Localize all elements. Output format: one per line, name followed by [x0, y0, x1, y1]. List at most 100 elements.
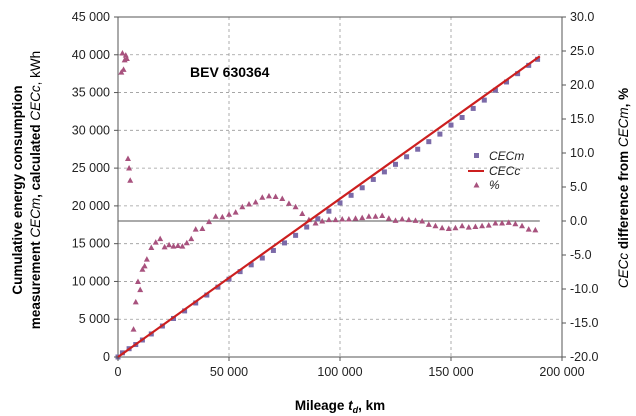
percent-point	[392, 217, 399, 223]
percent-point	[124, 155, 131, 161]
cecm-point	[237, 269, 243, 275]
percent-point	[412, 217, 419, 223]
right-tick-label: 5.0	[570, 180, 587, 194]
left-tick-label: 15 000	[72, 237, 110, 251]
left-tick-label: 40 000	[72, 48, 110, 62]
cecm-point	[282, 240, 287, 246]
percent-point	[352, 215, 359, 221]
percent-point	[339, 215, 346, 222]
cecm-point	[448, 122, 454, 128]
cecm-point	[304, 224, 310, 230]
percent-point	[405, 216, 412, 223]
percent-point	[439, 224, 446, 231]
legend-swatch-percent	[473, 182, 480, 188]
cecm-point	[359, 185, 365, 191]
percent-point	[525, 226, 532, 232]
percent-point	[452, 224, 459, 231]
percent-point	[157, 235, 164, 242]
percent-point	[279, 195, 286, 202]
percent-point	[148, 244, 155, 251]
percent-point	[170, 243, 177, 249]
right-tick-label: -10.0	[570, 282, 599, 296]
percent-point	[166, 241, 173, 248]
percent-point	[372, 213, 379, 219]
cecm-point	[193, 300, 199, 306]
cecm-point	[182, 308, 188, 314]
percent-point	[141, 262, 148, 269]
percent-point	[325, 216, 332, 223]
percent-point	[285, 200, 292, 206]
percent-point	[532, 226, 539, 233]
percent-point	[379, 212, 386, 219]
legend: CECm CECc %	[468, 149, 524, 192]
percent-point	[139, 266, 146, 272]
left-tick-label: 0	[103, 350, 110, 364]
percent-point	[472, 223, 479, 229]
cecm-point	[259, 255, 265, 261]
cecm-point	[481, 97, 487, 103]
percent-point	[292, 203, 299, 210]
percent-point	[127, 177, 134, 183]
percent-point	[272, 193, 279, 200]
percent-point	[265, 192, 272, 199]
percent-point	[419, 218, 426, 224]
right-axis-tick-labels: -20.0 -15.0 -10.0 -5.0 0.0 5.0 10.0 15.0 20.0 25.…	[562, 10, 599, 364]
percent-point	[445, 225, 452, 231]
percent-point	[174, 242, 181, 248]
cecm-point	[270, 247, 276, 253]
cecm-point	[492, 87, 498, 93]
right-tick-label: 0.0	[570, 214, 587, 228]
percent-point	[232, 209, 239, 215]
left-axis-tick-labels: 0 5 000 10 000 15 000 20 000 25 000 30 000 35 0…	[72, 10, 118, 364]
percent-point	[385, 215, 392, 221]
percent-point	[252, 198, 259, 205]
percent-point	[206, 218, 213, 225]
percent-point	[465, 224, 472, 230]
x-tick-label: 150 000	[428, 365, 473, 379]
percent-point	[183, 239, 190, 246]
percent-point	[130, 326, 137, 332]
legend-swatch-cecm	[474, 153, 479, 158]
percent-point	[399, 215, 406, 222]
cecc-line	[117, 55, 541, 358]
percent-point	[226, 211, 232, 217]
percent-point	[179, 243, 186, 249]
cecm-point	[204, 292, 210, 298]
right-tick-label: -20.0	[570, 350, 599, 364]
percent-point	[134, 278, 141, 285]
cecm-point	[415, 146, 421, 152]
legend-label-percent: %	[489, 178, 500, 192]
legend-label-cecm: CECm	[489, 149, 524, 163]
percent-point	[119, 50, 126, 56]
percent-point	[137, 286, 144, 293]
percent-point	[192, 226, 199, 232]
cecm-point	[437, 131, 443, 137]
right-tick-label: 10.0	[570, 146, 594, 160]
cecm-point	[504, 79, 509, 85]
percent-point	[120, 66, 127, 72]
percent-point	[126, 164, 133, 171]
percent-point	[432, 222, 439, 229]
series-layer	[115, 50, 541, 360]
right-axis-title: CECc difference from CECm, %	[616, 88, 631, 288]
cecm-point	[470, 105, 476, 111]
percent-point	[319, 218, 326, 224]
legend-label-cecc: CECc	[489, 164, 520, 178]
percent-point	[259, 194, 266, 200]
x-tick-label: 0	[115, 365, 122, 379]
cecm-point	[404, 154, 410, 160]
x-axis-title: Mileage td, km	[295, 398, 385, 415]
cecm-point	[315, 216, 321, 222]
left-axis-title-line1: Cumulative energy consumption	[10, 85, 25, 294]
cecm-point	[535, 56, 541, 62]
x-axis-tick-labels: 0 50 000 100 000 150 000 200 000	[115, 357, 585, 379]
percent-point	[123, 55, 130, 61]
cecm-point	[293, 232, 299, 238]
percent-point	[519, 222, 526, 229]
left-axis-title: Cumulative energy consumption measuremen…	[10, 51, 43, 329]
percent-point	[188, 235, 195, 242]
percent-point	[499, 220, 506, 226]
cecm-point	[459, 114, 465, 120]
percent-point	[199, 225, 206, 231]
